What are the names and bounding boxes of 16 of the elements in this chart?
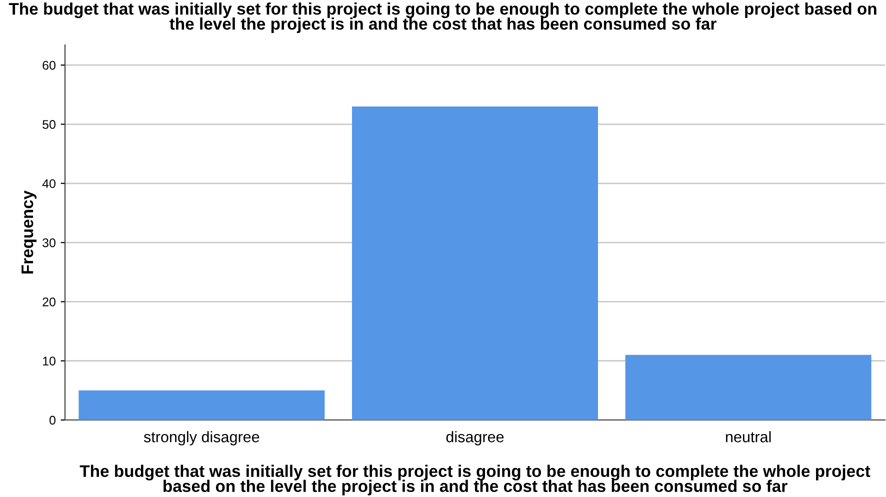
x-tick-label: neutral bbox=[726, 431, 771, 442]
y-tick-label: 40 bbox=[42, 179, 56, 188]
y-tick-label: 0 bbox=[50, 416, 56, 425]
y-axis-title: Frequency bbox=[22, 190, 37, 274]
y-tick-label: 60 bbox=[42, 60, 56, 70]
x-axis-title: The budget that was initially set for this project is going to be enough to complete the whole project based on the level the project is in and the cost that has been consumed so far bbox=[80, 464, 870, 496]
y-tick-label: 50 bbox=[42, 120, 56, 129]
y-tick-label: 30 bbox=[42, 238, 56, 248]
y-tick-label: 20 bbox=[42, 298, 56, 306]
x-tick-label: strongly disagree bbox=[144, 431, 260, 446]
bar bbox=[352, 106, 598, 420]
x-tick-label: disagree bbox=[446, 431, 504, 446]
bar bbox=[78, 390, 325, 420]
y-tick-label: 10 bbox=[43, 356, 56, 366]
chart-title: The budget that was initially set for this project is going to be enough to complete the whole project based on the level the project is in and the cost that has been consumed so far bbox=[8, 2, 876, 34]
bar bbox=[625, 354, 872, 420]
